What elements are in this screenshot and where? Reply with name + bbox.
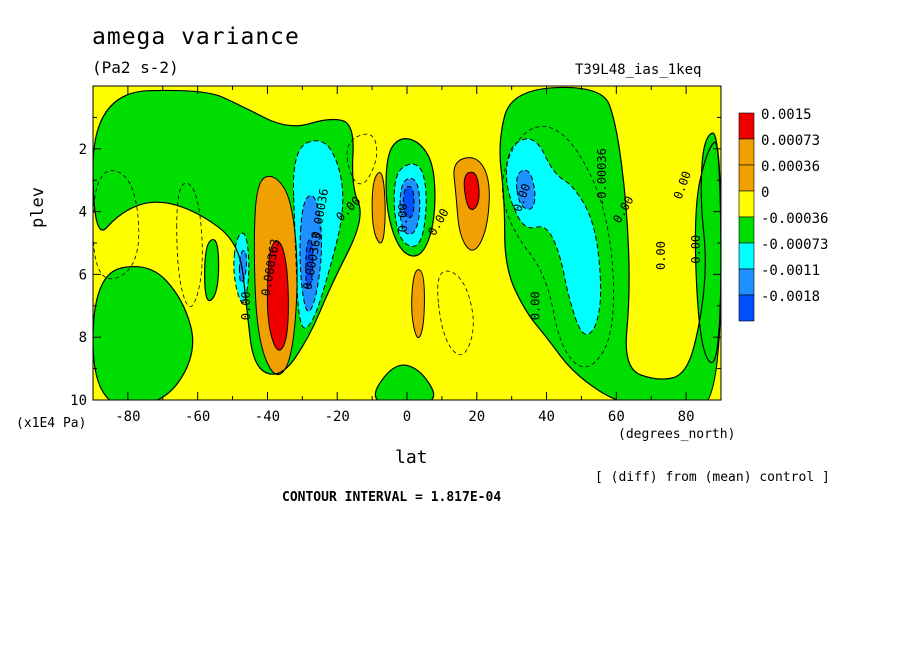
chart-subtitle: (Pa2 s-2) (92, 58, 179, 77)
x-axis: -80 -60 -40 -20 0 20 40 60 80 (92, 86, 722, 425)
x-tick-label-6: 40 (538, 409, 555, 425)
fill-strong-pos-1 (267, 241, 289, 351)
zero-contour-2 (374, 364, 435, 400)
x-axis-units: (degrees_north) (618, 427, 736, 442)
y-axis-units: (x1E4 Pa) (16, 416, 87, 431)
fill-strong-pos-13 (464, 172, 480, 210)
fill-pos-11 (411, 269, 425, 338)
legend-swatch-4 (738, 216, 755, 244)
legend-swatch-1 (738, 138, 755, 166)
legend-swatch-6 (738, 268, 755, 296)
x-tick-label-0: -80 (115, 409, 140, 425)
dashed-contour-1 (346, 133, 378, 185)
contour-line-11 (411, 269, 425, 339)
contour-label-1: 0.00 (239, 291, 253, 320)
x-tick-label-5: 20 (468, 409, 485, 425)
fill-pos-7 (372, 172, 386, 243)
contour-interval: CONTOUR INTERVAL = 1.817E-04 (282, 490, 502, 505)
legend-label-0: 0.0015 (761, 107, 812, 123)
legend-label-2: 0.00036 (761, 159, 820, 175)
contour-line-6 (239, 250, 248, 283)
x-tick-label-2: -40 (255, 409, 280, 425)
fill-weak-negative-1 (93, 266, 193, 400)
y-tick-label-2: 6 (79, 267, 87, 283)
x-tick-label-7: 60 (608, 409, 625, 425)
run-label: T39L48_ias_1keq (575, 62, 702, 78)
x-tick-label-8: 80 (678, 409, 695, 425)
contour-label-11: 0.00 (689, 235, 703, 264)
contour-line-13 (463, 171, 480, 210)
contour-line-7 (371, 172, 386, 244)
y-tick-label-4: 10 (70, 393, 87, 409)
dashed-contour-2 (501, 126, 614, 368)
chart-title: amega variance (92, 24, 300, 50)
legend-label-5: -0.00073 (761, 237, 828, 253)
legend-label-3: 0 (761, 185, 769, 201)
y-axis: 2 4 6 8 10 (70, 116, 721, 409)
legend-swatch-0 (738, 112, 755, 140)
x-tick-label-3: -20 (325, 409, 350, 425)
fill-strong-neg-4 (305, 239, 313, 289)
contour-line-5 (233, 232, 250, 304)
contour-line-8 (393, 163, 427, 247)
zero-contour-0 (93, 89, 361, 375)
contour-label-5: 0.00 (396, 203, 410, 232)
contour-label-12: 0.00 (529, 291, 543, 320)
plot-area (93, 86, 721, 400)
y-tick-label-1: 4 (79, 205, 87, 221)
fill-mid-neg-15 (516, 170, 535, 210)
fill-mid-neg-6 (239, 250, 247, 283)
contour-line-10 (403, 185, 415, 219)
contour-line-1 (266, 240, 289, 351)
contour-line-15 (516, 169, 536, 210)
zero-contour-6 (204, 238, 220, 302)
zero-contour-4 (499, 86, 721, 400)
zero-contour-1 (93, 265, 194, 400)
legend-swatch-2 (738, 164, 755, 192)
legend-swatch-7 (738, 294, 755, 322)
y-tick-label-0: 2 (79, 142, 87, 158)
x-axis-label: lat (395, 447, 428, 468)
fill-strong-neg-10 (403, 186, 414, 218)
fill-weak-negative-2 (375, 365, 434, 400)
legend-label-4: -0.00036 (761, 211, 828, 227)
legend-label-7: -0.0018 (761, 289, 820, 305)
legend-swatch-3 (738, 190, 755, 218)
contour-line-12 (453, 157, 490, 251)
legend-label-6: -0.0011 (761, 263, 820, 279)
zero-contour-5 (694, 141, 721, 364)
contour-label-8: -0.00036 (595, 148, 609, 206)
contour-line-0 (253, 175, 298, 375)
contour-lines (93, 86, 721, 400)
dashed-contour-3 (437, 270, 474, 356)
legend-swatch-5 (738, 242, 755, 270)
x-tick-label-1: -60 (185, 409, 210, 425)
diff-note: [ (diff) from (mean) control ] (595, 470, 830, 485)
dashed-contour-0 (176, 182, 203, 307)
y-tick-label-3: 8 (79, 330, 87, 346)
contour-line-9 (399, 178, 421, 235)
zero-contour-3 (385, 137, 436, 257)
fill-weak-negative-6 (204, 239, 219, 301)
x-tick-label-4: 0 (403, 409, 411, 425)
legend-label-1: 0.00073 (761, 133, 820, 149)
dashed-contour-4 (93, 170, 140, 280)
contour-line-14 (505, 138, 602, 335)
contour-line-2 (292, 140, 344, 329)
legend: 0.0015 0.00073 0.00036 0 -0.00036 -0.00073 -0.… (738, 107, 828, 322)
contour-line-3 (299, 195, 323, 312)
contour-line-4 (305, 238, 314, 289)
contour-label-10: 0.00 (654, 241, 668, 270)
